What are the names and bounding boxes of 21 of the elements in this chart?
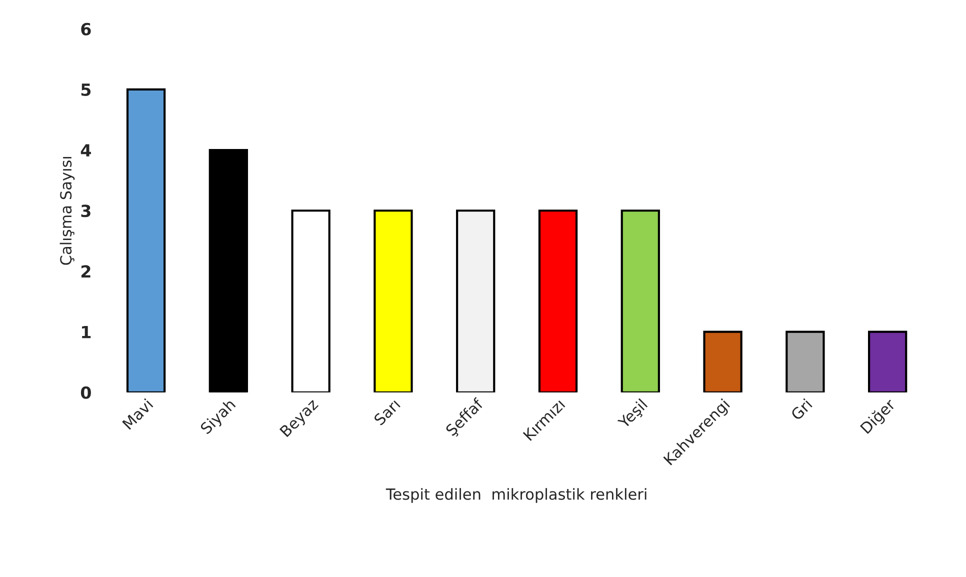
bar: [291, 210, 330, 392]
y-tick-label: 3: [81, 204, 90, 218]
y-tick-label: 6: [81, 22, 91, 36]
y-axis-title: Çalışma Sayısı: [60, 156, 75, 265]
x-tick-label: Gri: [790, 398, 813, 421]
bar: [374, 210, 413, 392]
x-axis-title: Tespit edilen mikroplastik renkleri: [386, 488, 646, 503]
bar: [538, 210, 578, 392]
x-tick-label: Sarı: [373, 398, 401, 426]
y-tick-label: 5: [81, 84, 91, 96]
bar: [456, 210, 496, 392]
bar: [126, 88, 166, 392]
y-tick-label: 4: [80, 144, 91, 156]
bar: [786, 330, 825, 392]
y-tick-label: 2: [81, 265, 90, 278]
bar: [208, 148, 248, 392]
bar: [620, 210, 660, 392]
y-tick-label: 1: [82, 326, 91, 338]
y-tick-label: 0: [80, 386, 91, 399]
bar: [868, 330, 908, 392]
bar: [703, 330, 742, 392]
